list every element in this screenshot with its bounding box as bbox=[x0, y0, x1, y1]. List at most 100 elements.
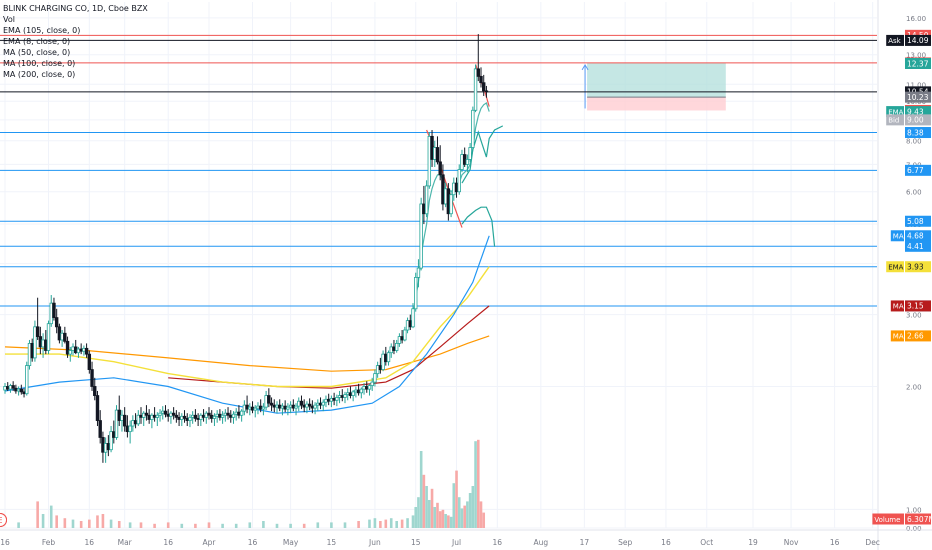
candle-body bbox=[201, 414, 206, 418]
legend-ma100[interactable]: MA (100, close, 0) bbox=[3, 59, 76, 68]
volume-bar bbox=[368, 519, 371, 528]
volume-bar bbox=[71, 519, 75, 528]
x-tick-label: 15 bbox=[411, 538, 421, 547]
candle-body bbox=[68, 350, 72, 355]
volume-bar bbox=[479, 501, 483, 528]
legend-vol[interactable]: Vol bbox=[3, 15, 15, 24]
candle-body bbox=[297, 400, 301, 407]
volume-bar bbox=[79, 521, 83, 528]
legend-ema105[interactable]: EMA (105, close, 0) bbox=[3, 26, 81, 35]
volume-bar bbox=[17, 522, 20, 528]
candle-body bbox=[19, 388, 24, 393]
price-label-box bbox=[905, 57, 931, 69]
candle-body bbox=[250, 406, 255, 411]
candle-body bbox=[348, 392, 353, 396]
candle-body bbox=[416, 267, 421, 278]
x-tick-label: Oct bbox=[700, 538, 713, 547]
candle-body bbox=[443, 188, 448, 205]
volume-bar bbox=[36, 501, 39, 528]
candle-body bbox=[204, 412, 208, 418]
price-label-box bbox=[905, 164, 931, 176]
ema105-line bbox=[5, 266, 490, 388]
volume-bar bbox=[436, 502, 439, 528]
candle-body bbox=[340, 395, 344, 398]
volume-bar bbox=[194, 523, 197, 528]
volume-bar bbox=[411, 515, 415, 528]
candle-body bbox=[291, 404, 296, 409]
volume-bar bbox=[289, 523, 292, 528]
legend-ema8[interactable]: EMA (8, close, 0) bbox=[3, 37, 71, 46]
candle-body bbox=[248, 406, 252, 410]
candle-body bbox=[210, 414, 214, 419]
price-label-text: 12.37 bbox=[907, 59, 929, 68]
candle-body bbox=[403, 329, 407, 341]
volume-bar bbox=[438, 511, 442, 528]
candle-body bbox=[166, 413, 170, 417]
candle-body bbox=[473, 68, 478, 111]
volume-bar bbox=[88, 519, 91, 528]
candle-body bbox=[471, 109, 475, 148]
candle-body bbox=[446, 188, 451, 215]
price-tag-box bbox=[872, 513, 904, 525]
volume-bar bbox=[357, 521, 360, 528]
volume-bar bbox=[452, 483, 456, 528]
x-tick-label: 15 bbox=[327, 538, 337, 547]
price-label-box bbox=[905, 513, 931, 525]
volume-bar bbox=[166, 522, 170, 528]
candle-body bbox=[288, 404, 293, 408]
price-label-box bbox=[905, 91, 931, 103]
candle-body bbox=[337, 395, 342, 398]
price-label-box bbox=[905, 261, 931, 273]
ema8-line bbox=[412, 102, 490, 315]
volume-bar bbox=[422, 474, 426, 528]
price-label-text: 10.23 bbox=[907, 93, 929, 102]
candle-body bbox=[16, 388, 21, 392]
candle-body bbox=[278, 404, 282, 409]
volume-bar bbox=[466, 501, 469, 528]
volume-bar bbox=[395, 521, 398, 528]
candle-body bbox=[95, 395, 100, 421]
price-tag-text: EMA bbox=[888, 108, 903, 116]
candle-body bbox=[234, 411, 238, 415]
candle-body bbox=[215, 413, 219, 417]
volume-bar bbox=[430, 488, 434, 528]
volume-bar bbox=[117, 521, 121, 528]
price-label-box bbox=[905, 330, 931, 342]
x-tick-label: 16 bbox=[661, 538, 671, 547]
candle-body bbox=[261, 406, 266, 410]
candle-body bbox=[267, 395, 271, 404]
candle-body bbox=[171, 412, 176, 416]
candle-body bbox=[435, 147, 440, 163]
price-tag-box bbox=[886, 114, 904, 126]
candle-body bbox=[462, 154, 467, 165]
volume-bar bbox=[414, 507, 418, 528]
candle-body bbox=[381, 353, 385, 370]
candle-body bbox=[169, 412, 173, 417]
candle-body bbox=[71, 346, 75, 351]
candle-body bbox=[139, 414, 143, 418]
legend-ma200[interactable]: MA (200, close, 0) bbox=[3, 70, 76, 79]
trend-drawing bbox=[461, 206, 496, 247]
candle-body bbox=[82, 347, 86, 352]
candle-body bbox=[101, 437, 105, 453]
price-label-text: 9.43 bbox=[907, 107, 924, 116]
volume-bar bbox=[63, 518, 67, 528]
candle-body bbox=[332, 397, 336, 401]
candle-body bbox=[11, 385, 15, 389]
candle-body bbox=[218, 413, 222, 418]
price-label-text: 4.41 bbox=[907, 242, 924, 251]
legend-symbol-title[interactable]: BLINK CHARGING CO, 1D, Cboe BZX bbox=[3, 4, 148, 13]
candle-body bbox=[370, 381, 374, 386]
volume-bar bbox=[419, 451, 423, 528]
price-label-box bbox=[905, 300, 931, 312]
price-tag-text: MA bbox=[893, 233, 904, 241]
legend-ma50[interactable]: MA (50, close, 0) bbox=[3, 48, 71, 57]
candle-body bbox=[329, 397, 334, 402]
price-label-text: 8.38 bbox=[907, 128, 924, 137]
candle-body bbox=[76, 348, 81, 354]
candle-body bbox=[359, 388, 364, 394]
candle-body bbox=[30, 343, 34, 359]
x-tick-label: Mar bbox=[118, 538, 133, 547]
candle-body bbox=[392, 346, 396, 351]
